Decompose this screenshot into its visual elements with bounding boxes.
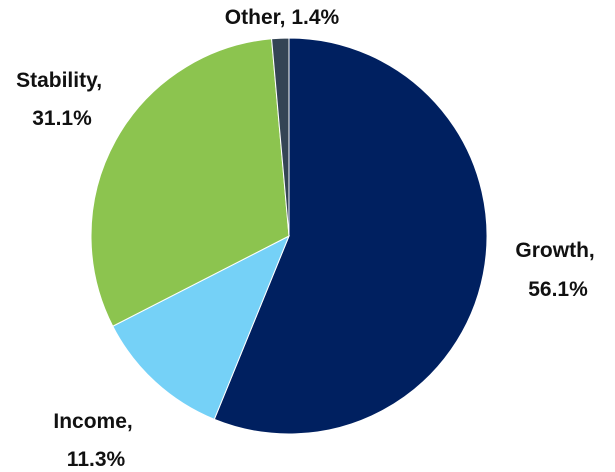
slice-growth (213, 37, 488, 435)
pie-slices (90, 37, 488, 435)
label-other: Other, 1.4% (225, 6, 340, 29)
slice-income (112, 234, 290, 421)
slice-other (271, 37, 290, 237)
label-income: Income, 11.3% (53, 410, 138, 471)
slice-stability (90, 38, 290, 327)
label-growth: Growth, 56.1% (515, 239, 600, 301)
label-stability: Stability, 31.1% (16, 69, 108, 130)
